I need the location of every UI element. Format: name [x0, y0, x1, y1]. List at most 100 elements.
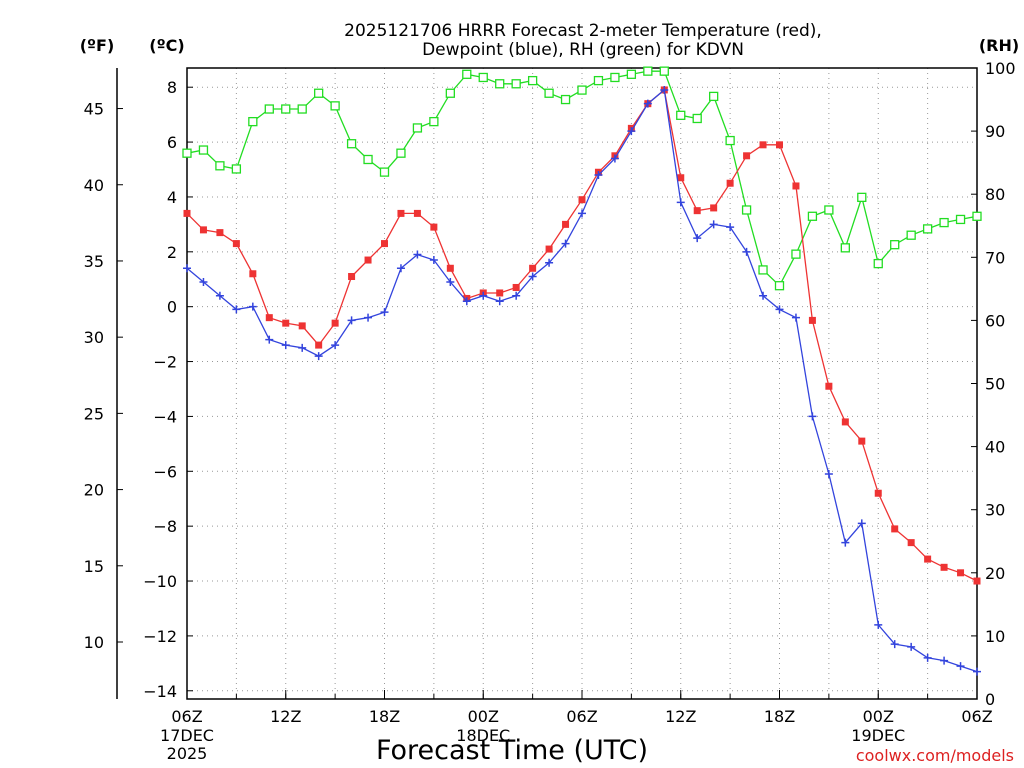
temperature-point — [413, 209, 421, 217]
temperature-point — [397, 209, 405, 217]
dewpoint-point — [956, 662, 965, 671]
rh-point — [643, 66, 653, 76]
x-tick-label: 06Z — [566, 707, 597, 726]
dewpoint-point — [874, 620, 883, 629]
rh-point — [215, 161, 225, 171]
temperature-point — [973, 577, 981, 585]
temperature-point — [940, 563, 948, 571]
rh-point — [955, 214, 966, 225]
dewpoint-point — [512, 291, 521, 300]
temperature-point — [216, 229, 224, 237]
rh-point — [873, 258, 883, 269]
rh-point — [198, 145, 209, 155]
temperature-point — [907, 539, 915, 547]
x-tick-label: 18Z — [764, 707, 795, 726]
fahrenheit-tick-label: 35 — [84, 252, 104, 271]
temperature-point — [265, 314, 273, 322]
celsius-tick-label: −10 — [143, 572, 177, 591]
rh-point — [774, 281, 785, 291]
dewpoint-point — [726, 223, 735, 232]
temperature-point — [446, 264, 454, 272]
rh-point — [741, 205, 752, 215]
date-label: 19DEC — [851, 726, 905, 745]
celsius-tick-label: 2 — [167, 243, 177, 262]
rh-point — [725, 135, 735, 146]
rh-point — [478, 72, 488, 83]
temperature-point — [348, 273, 356, 281]
rh-point — [577, 85, 587, 95]
rh-point — [248, 116, 258, 127]
dewpoint-point — [265, 335, 274, 344]
rh-point — [445, 88, 455, 98]
x-tick-label: 12Z — [665, 707, 696, 726]
rh-point — [610, 72, 620, 83]
rh-tick-label: 60 — [985, 311, 1005, 330]
rh-point — [676, 110, 686, 120]
celsius-axis-unit: (ºC) — [149, 36, 184, 55]
dewpoint-point — [709, 220, 718, 229]
dewpoint-point — [479, 291, 488, 300]
temperature-point — [496, 289, 504, 297]
temperature-point — [776, 141, 783, 149]
temperature-point — [957, 569, 965, 577]
rh-tick-label: 30 — [985, 501, 1005, 520]
dewpoint-point — [923, 653, 932, 662]
rh-point — [231, 164, 242, 174]
dewpoint-point — [627, 127, 636, 136]
dewpoint-point — [347, 316, 356, 325]
rh-point — [314, 88, 324, 98]
rh-point — [824, 205, 834, 215]
dewpoint-point — [545, 258, 554, 267]
dewpoint-point — [940, 656, 949, 665]
x-tick-label: 00Z — [468, 707, 499, 726]
x-axis-label: Forecast Time (UTC) — [376, 735, 648, 766]
fahrenheit-tick-label: 30 — [84, 328, 104, 347]
dewpoint-point — [693, 234, 702, 243]
chart-title-line-1: 2025121706 HRRR Forecast 2-meter Tempera… — [344, 21, 822, 41]
celsius-tick-label: 4 — [167, 188, 177, 207]
temperature-point — [578, 196, 586, 204]
date-label: 18DEC — [456, 726, 510, 745]
celsius-tick-label: −8 — [153, 517, 177, 536]
dewpoint-line — [186, 88, 978, 673]
tick-labels: 86420−2−4−6−8−10−12−14454035302520151010… — [84, 59, 1016, 763]
rh-tick-label: 0 — [985, 690, 995, 709]
date-label: 17DEC — [160, 726, 214, 745]
dewpoint-point — [907, 642, 916, 651]
dewpoint-point — [298, 343, 307, 352]
rh-point — [182, 148, 192, 158]
dewpoint-point — [281, 341, 290, 350]
rh-tick-label: 80 — [985, 185, 1005, 204]
temperature-point — [545, 245, 553, 253]
fahrenheit-tick-label: 10 — [84, 633, 104, 652]
dewpoint-point — [396, 264, 405, 273]
temperature-point — [381, 240, 388, 248]
rh-tick-label: 20 — [985, 564, 1005, 583]
dewpoint-point — [973, 667, 981, 676]
celsius-tick-label: 0 — [167, 298, 177, 317]
celsius-tick-label: −2 — [153, 353, 177, 372]
temperature-point — [529, 264, 537, 272]
rh-point — [922, 224, 933, 234]
axes — [116, 67, 978, 700]
dewpoint-point — [215, 291, 224, 300]
rh-tick-label: 10 — [985, 627, 1005, 646]
temperature-point — [710, 204, 718, 212]
temperature-point — [298, 322, 306, 330]
dewpoint-point — [676, 198, 685, 207]
temperature-point — [891, 525, 899, 533]
celsius-tick-label: −6 — [153, 462, 177, 481]
rh-tick-label: 90 — [985, 122, 1005, 141]
temperature-point — [924, 555, 932, 563]
rh-point — [840, 243, 850, 253]
dewpoint-point — [232, 305, 241, 314]
temperature-point — [249, 270, 257, 278]
year-label: 2025 — [167, 744, 208, 763]
rh-axis-unit: (RH) — [979, 36, 1019, 55]
temperature-point — [825, 382, 833, 390]
rh-point — [857, 192, 867, 203]
rh-point — [791, 249, 801, 259]
dewpoint-point — [314, 352, 323, 361]
x-tick-label: 06Z — [961, 707, 992, 726]
